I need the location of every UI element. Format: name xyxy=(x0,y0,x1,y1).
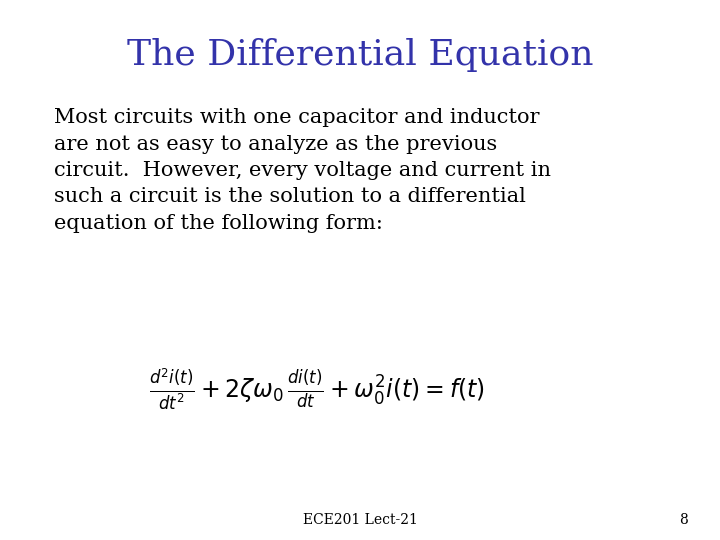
Text: The Differential Equation: The Differential Equation xyxy=(127,38,593,72)
Text: $\frac{d^2i(t)}{dt^2} + 2\zeta\omega_0\,\frac{di(t)}{dt} + \omega_0^2 i(t) = f(t: $\frac{d^2i(t)}{dt^2} + 2\zeta\omega_0\,… xyxy=(149,366,485,411)
Text: Most circuits with one capacitor and inductor
are not as easy to analyze as the : Most circuits with one capacitor and ind… xyxy=(54,108,551,233)
Text: ECE201 Lect-21: ECE201 Lect-21 xyxy=(302,512,418,526)
Text: 8: 8 xyxy=(679,512,688,526)
